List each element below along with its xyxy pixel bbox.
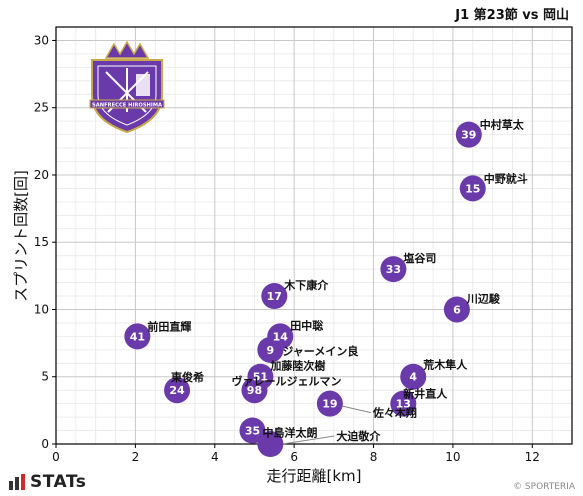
data-point-number: 39 <box>461 129 476 142</box>
x-tick-label: 6 <box>290 450 298 464</box>
data-point-number: 17 <box>267 290 282 303</box>
y-tick-label: 20 <box>34 168 49 182</box>
data-point <box>459 175 486 202</box>
data-point <box>164 377 191 404</box>
club-emblem-icon: SANFRECCE HIROSHIMA <box>89 40 165 134</box>
y-axis-label: スプリント回数[回] <box>12 170 30 302</box>
data-point-label: 新井直人 <box>403 387 448 401</box>
y-tick-label: 30 <box>34 33 49 47</box>
data-point-number: 19 <box>322 398 337 411</box>
data-point-number: 15 <box>465 182 480 195</box>
brand-logo: STATs <box>8 472 86 492</box>
data-point <box>257 431 284 457</box>
x-tick-label: 8 <box>370 450 378 464</box>
y-tick-label: 25 <box>34 101 49 115</box>
data-point-number: 24 <box>169 384 185 397</box>
data-point-label: 前田直輝 <box>147 319 191 333</box>
x-tick-label: 2 <box>132 450 140 464</box>
data-point-label: 大迫敬介 <box>336 429 381 443</box>
data-point <box>400 363 427 390</box>
data-point-label: 佐々木翔 <box>372 406 417 420</box>
data-point-number: 35 <box>245 425 260 438</box>
x-tick-label: 12 <box>525 450 540 464</box>
plot-frame <box>55 26 573 445</box>
data-point-number: 51 <box>253 371 268 384</box>
x-tick-label: 4 <box>211 450 219 464</box>
data-point <box>257 336 284 363</box>
data-point-number: 41 <box>130 330 145 343</box>
data-point-label: 東俊希 <box>171 370 204 384</box>
y-tick-label: 10 <box>34 302 49 316</box>
data-point-label: 中島洋太朗 <box>262 426 317 440</box>
x-tick-label: 0 <box>52 450 60 464</box>
data-point-label: 加藤陸次樹 <box>269 359 325 373</box>
data-point-label: 中村草太 <box>480 118 525 132</box>
y-tick-label: 15 <box>34 235 49 249</box>
data-point <box>316 390 343 417</box>
data-point-label: 川辺駿 <box>466 291 501 305</box>
data-point-label: ヴァレールジェルマン <box>231 374 341 388</box>
x-tick-label: 10 <box>445 450 460 464</box>
x-axis-label: 走行距離[km] <box>266 467 361 485</box>
data-point-number: 13 <box>396 398 411 411</box>
data-point <box>124 323 151 350</box>
data-points <box>124 121 486 457</box>
y-tick-label: 5 <box>41 370 49 384</box>
data-point-label: 塩谷司 <box>403 251 436 265</box>
data-point-number: 6 <box>453 303 461 316</box>
data-point-number: 9 <box>267 344 275 357</box>
data-point-number: 98 <box>247 384 262 397</box>
data-point-label: 木下康介 <box>283 278 329 292</box>
leader-line <box>276 435 335 446</box>
match-title: J1 第23節 vs 岡山 <box>455 8 569 23</box>
data-point-label: 中野就斗 <box>484 171 528 185</box>
brand-text: STATs <box>30 472 87 492</box>
data-point <box>261 283 288 310</box>
emblem-text: SANFRECCE HIROSHIMA <box>92 103 162 109</box>
data-point-number: 4 <box>409 371 417 384</box>
bar-chart-icon <box>9 474 25 490</box>
data-point-label: 荒木隼人 <box>422 358 468 372</box>
data-point <box>390 390 417 417</box>
data-point <box>239 417 266 444</box>
data-point <box>380 256 407 283</box>
data-point <box>455 121 482 148</box>
data-point-number: 14 <box>273 330 289 343</box>
y-tick-label: 0 <box>41 437 49 451</box>
data-point <box>443 296 470 323</box>
data-point-number: 33 <box>386 263 401 276</box>
data-point <box>241 377 268 404</box>
data-point-label: 田中聡 <box>290 318 323 332</box>
data-point-label: ジャーメイン良 <box>282 344 358 358</box>
copyright-credit: © SPORTERIA <box>513 482 575 492</box>
